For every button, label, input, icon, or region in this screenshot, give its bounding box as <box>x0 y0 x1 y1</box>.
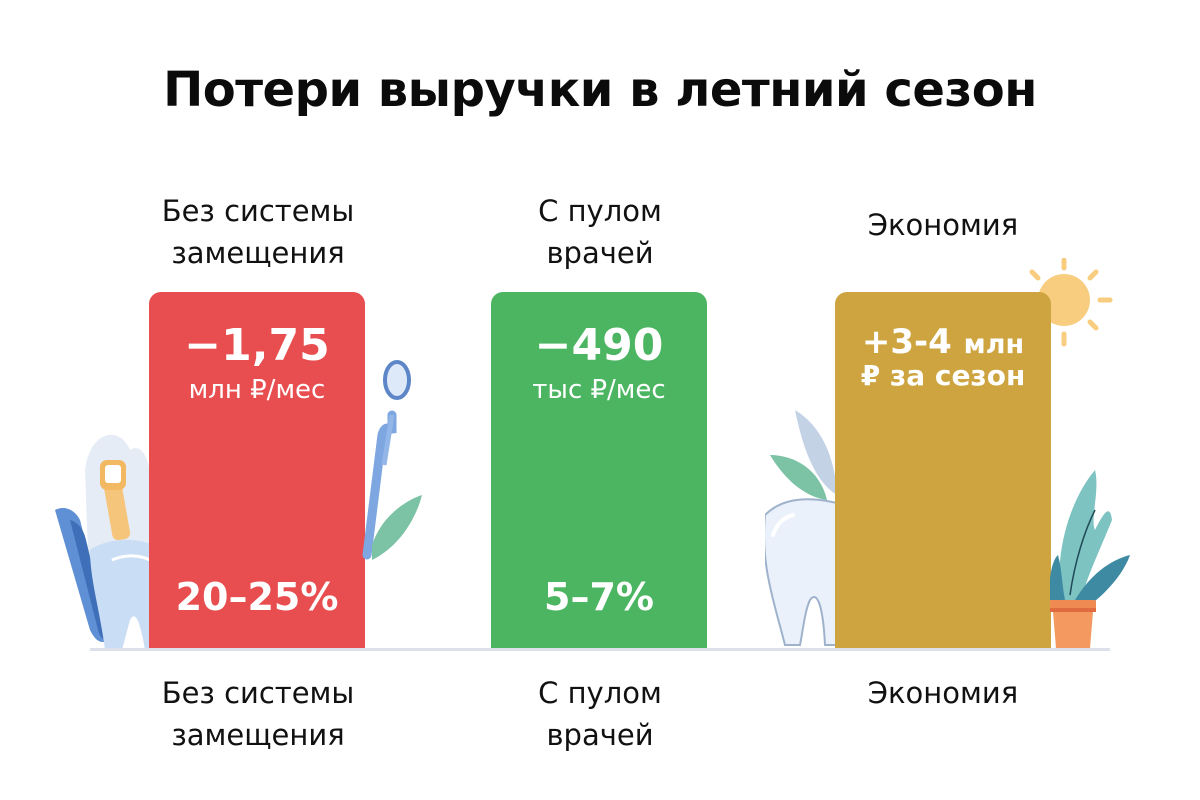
bottom-label-no-system: Без системы замещения <box>118 672 398 756</box>
bar-savings: +3-4 млн ₽ за сезон <box>835 292 1051 649</box>
dental-mirror-icon <box>362 360 422 560</box>
bottom-label-line: С пулом <box>538 676 662 710</box>
bar-unit: ₽ за сезон <box>860 359 1026 392</box>
bottom-label-line: Без системы <box>161 676 355 710</box>
top-label-line: С пулом <box>538 194 662 228</box>
bar-value-number: +3-4 <box>861 322 952 362</box>
top-label-line: врачей <box>546 236 654 270</box>
chart-title: Потери выручки в летний сезон <box>163 62 1037 118</box>
top-label-line: Без системы <box>161 194 355 228</box>
bar-percent: 20–25% <box>175 575 339 619</box>
sun-icon <box>1029 258 1113 347</box>
bar-value: −490 <box>534 320 664 371</box>
tooth-icon <box>765 410 845 646</box>
top-label-doctor-pool: С пулом врачей <box>460 190 740 274</box>
leaf-icon <box>372 495 422 560</box>
bar-unit: млн ₽/мес <box>188 375 326 405</box>
bottom-label-line: Экономия <box>867 676 1019 710</box>
top-label-line: Экономия <box>867 208 1019 242</box>
bar-no-system: −1,75 млн ₽/мес 20–25% <box>149 292 365 649</box>
bottom-label-line: врачей <box>546 718 654 752</box>
bottom-label-savings: Экономия <box>803 672 1083 714</box>
top-label-line: замещения <box>171 236 345 270</box>
tooth-with-toothbrush-icon <box>55 434 160 650</box>
top-label-no-system: Без системы замещения <box>118 190 398 274</box>
bar-value-suffix: млн <box>963 329 1025 360</box>
bar-unit: тыс ₽/мес <box>532 375 666 405</box>
bar-value: +3-4 млн <box>835 322 1051 365</box>
bar-doctor-pool: −490 тыс ₽/мес 5–7% <box>491 292 707 649</box>
baseline <box>90 648 1110 651</box>
bottom-label-doctor-pool: С пулом врачей <box>460 672 740 756</box>
potted-plant-icon <box>1050 470 1130 648</box>
bar-value: −1,75 <box>184 320 330 371</box>
bottom-label-line: замещения <box>171 718 345 752</box>
top-label-savings: Экономия <box>803 204 1083 246</box>
bar-percent: 5–7% <box>544 575 654 619</box>
